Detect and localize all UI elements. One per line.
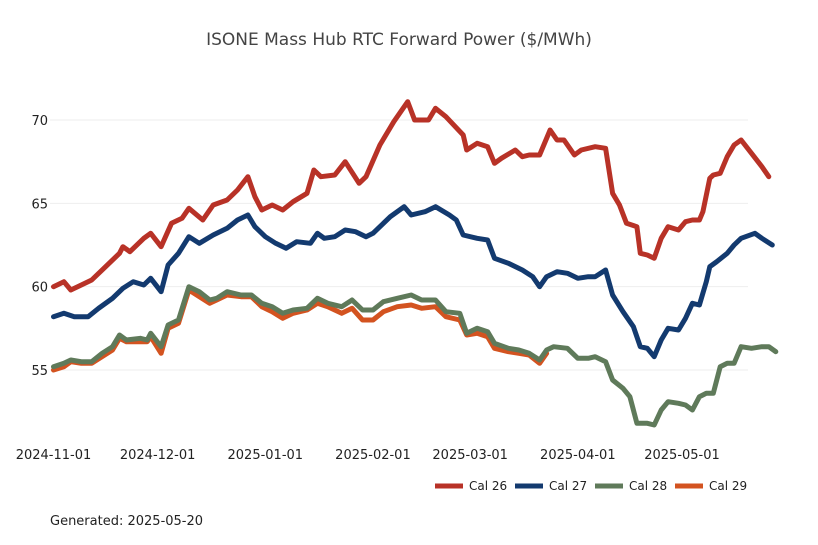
legend-label: Cal 29	[709, 479, 747, 493]
x-tick-label: 2025-01-01	[228, 448, 304, 463]
series-line-cal-26	[51, 99, 772, 293]
generated-footer: Generated: 2025-05-20	[50, 514, 203, 529]
y-tick-label: 55	[31, 364, 48, 379]
chart-title: ISONE Mass Hub RTC Forward Power ($/MWh)	[206, 30, 592, 50]
x-tick-label: 2025-02-01	[335, 448, 411, 463]
x-tick-label: 2024-12-01	[120, 448, 196, 463]
y-axis-ticks: 55 60 65 70	[31, 114, 48, 379]
x-tick-label: 2025-03-01	[432, 448, 508, 463]
y-tick-label: 60	[31, 281, 48, 296]
series-line-cal-27	[51, 204, 775, 360]
legend-label: Cal 28	[629, 479, 667, 493]
x-tick-label: 2024-11-01	[16, 448, 92, 463]
series-lines	[51, 99, 779, 428]
x-tick-label: 2025-04-01	[540, 448, 616, 463]
legend: Cal 26 Cal 27 Cal 28 Cal 29	[435, 479, 747, 493]
series-line-cal-28	[51, 284, 779, 428]
x-axis-ticks: 2024-11-01 2024-12-01 2025-01-01 2025-02-01…	[16, 448, 720, 463]
grid	[50, 119, 748, 371]
y-tick-label: 70	[31, 114, 48, 129]
x-tick-label: 2025-05-01	[644, 448, 720, 463]
legend-label: Cal 27	[549, 479, 587, 493]
y-tick-label: 65	[31, 197, 48, 212]
legend-label: Cal 26	[469, 479, 507, 493]
